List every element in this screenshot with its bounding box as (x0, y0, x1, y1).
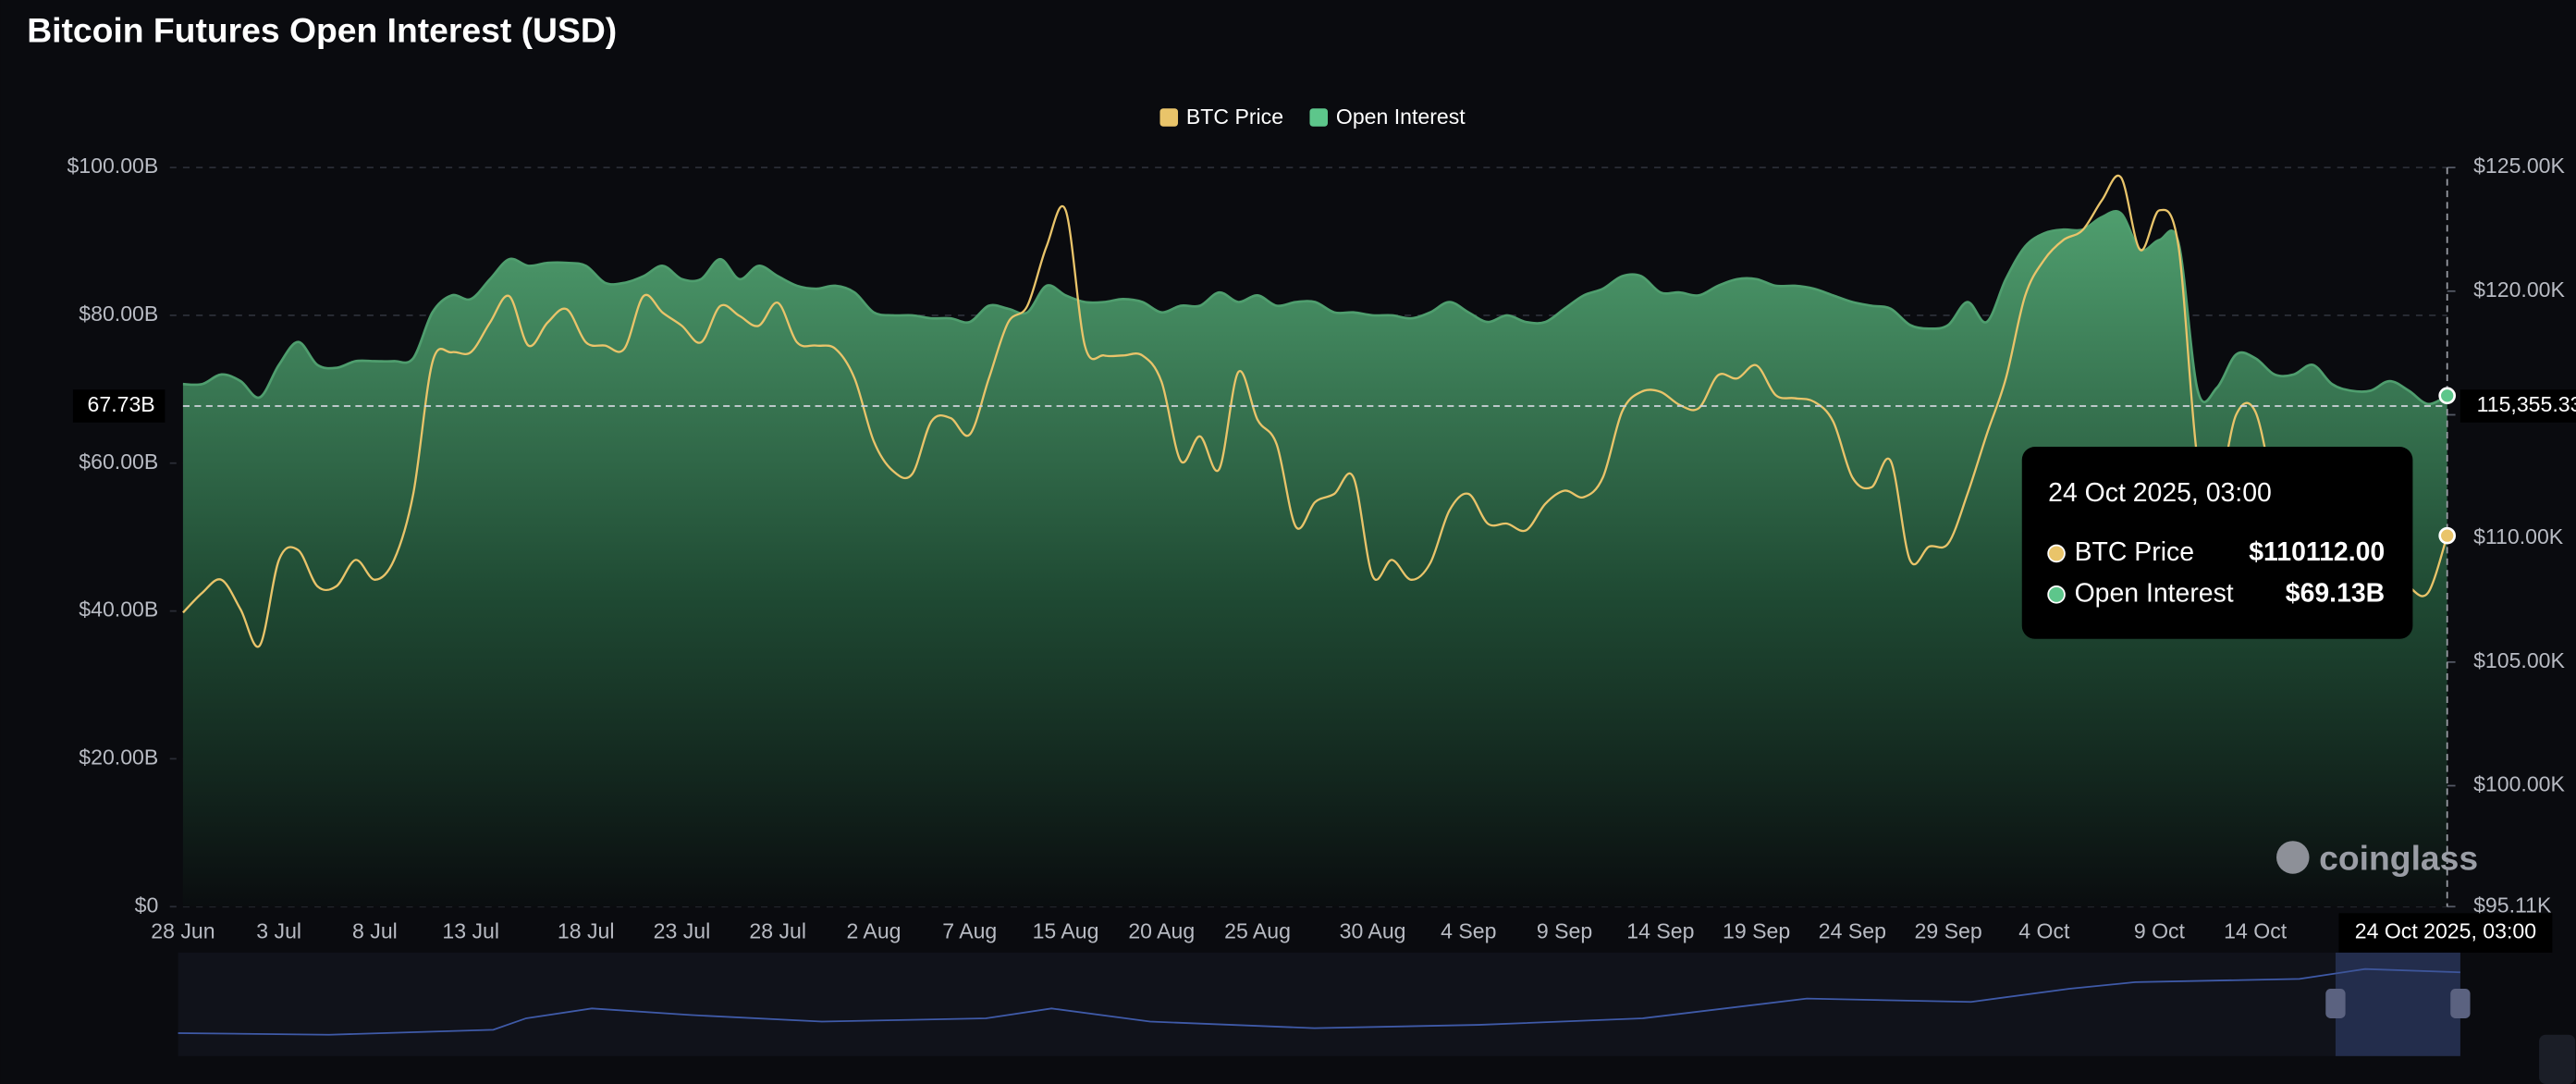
x-tick-label: 14 Sep (1626, 919, 1694, 943)
tooltip-box (2021, 447, 2413, 639)
x-tick-label: 8 Jul (352, 919, 398, 943)
data-zoom (178, 952, 2576, 1084)
watermark: coinglass (2276, 838, 2478, 877)
x-tick-label: 2 Aug (846, 919, 901, 943)
x-tick-label: 18 Jul (558, 919, 615, 943)
legend-label: Open Interest (1336, 105, 1466, 129)
y2-tick-label: $110.00K (2473, 524, 2564, 548)
y-tick-label: $100.00B (67, 154, 158, 178)
x-tick-label: 9 Oct (2134, 919, 2186, 943)
plot: $0 $20.00B $40.00B $60.00B $80.00B $100.00B $9… (67, 105, 2576, 953)
x-tick-label: 13 Jul (442, 919, 499, 943)
crosshair-label-box (2459, 389, 2576, 423)
zoom-handle[interactable] (2325, 989, 2346, 1018)
legend-swatch (1159, 108, 1179, 127)
legend-swatch (1309, 108, 1329, 127)
tooltip-dot (2047, 585, 2066, 604)
tooltip: 24 Oct 2025, 03:00 BTC Price $110112.00 Op… (2021, 447, 2413, 639)
area (182, 211, 2447, 907)
y2-tick-label: $125.00K (2473, 154, 2565, 178)
x-tick-label: 30 Aug (1340, 919, 1406, 943)
y-tick-label: $40.00B (79, 597, 158, 622)
y2-tick-label: $120.00K (2473, 277, 2565, 302)
zoom-preview (178, 967, 2460, 1036)
x-tick-label: 9 Sep (1537, 919, 1592, 943)
y-tick-label: $20.00B (79, 745, 158, 769)
x-tick-label: 19 Sep (1723, 919, 1790, 943)
zoom-handle[interactable] (2450, 989, 2471, 1018)
tooltip-title: 24 Oct 2025, 03:00 (2048, 478, 2272, 508)
y-tick-label: $60.00B (79, 450, 158, 474)
x-tick-label: 28 Jul (749, 919, 806, 943)
zoom-track (178, 952, 2460, 1056)
y2-tick-label: $105.00K (2473, 648, 2565, 672)
x-tick-label: 15 Aug (1033, 919, 1099, 943)
crosshair-y-label: 67.73B (88, 392, 155, 416)
watermark-text: coinglass (2319, 838, 2478, 877)
x-tick-label: 23 Jul (654, 919, 711, 943)
hover-dot (2438, 387, 2457, 405)
x-tick-label: 4 Oct (2018, 919, 2070, 943)
tooltip-name: Open Interest (2075, 578, 2234, 608)
y2-tick-label: $95.11K (2473, 893, 2552, 917)
x-tick-label: 29 Sep (1915, 919, 1982, 943)
crosshair-x-label: 24 Oct 2025, 03:00 (2355, 919, 2536, 943)
crosshair-label-box (72, 389, 166, 423)
tooltip-name: BTC Price (2075, 537, 2194, 567)
x-tick-label: 28 Jun (151, 919, 215, 943)
x-tick-label: 25 Aug (1224, 919, 1291, 943)
y-tick-label: $80.00B (79, 302, 158, 326)
chart-title: Bitcoin Futures Open Interest (USD) (27, 10, 617, 49)
line (182, 174, 2448, 648)
x-tick-label: 14 Oct (2224, 919, 2288, 943)
tooltip-value: $110112.00 (2249, 537, 2385, 567)
zoom-window[interactable] (2335, 952, 2460, 1056)
y-tick-label: $0 (135, 893, 159, 917)
settings-button[interactable] (2539, 1034, 2576, 1084)
legend: BTC Price Open Interest (1159, 105, 1466, 129)
y2-tick-label: $100.00K (2473, 772, 2565, 796)
crosshair-y2-label: 115,355.33 (2477, 392, 2576, 416)
x-tick-label: 7 Aug (942, 919, 997, 943)
legend-label: BTC Price (1186, 105, 1283, 129)
x-tick-label: 20 Aug (1128, 919, 1195, 943)
tooltip-value: $69.13B (2286, 578, 2385, 608)
hover-dot (2438, 526, 2457, 545)
x-tick-label: 4 Sep (1441, 919, 1496, 943)
watermark-logo (2276, 841, 2310, 874)
tooltip-dot (2047, 544, 2066, 563)
crosshair-x-box (2338, 913, 2553, 953)
x-tick-label: 3 Jul (256, 919, 301, 943)
line (182, 210, 2448, 406)
x-tick-label: 24 Sep (1819, 919, 1886, 943)
